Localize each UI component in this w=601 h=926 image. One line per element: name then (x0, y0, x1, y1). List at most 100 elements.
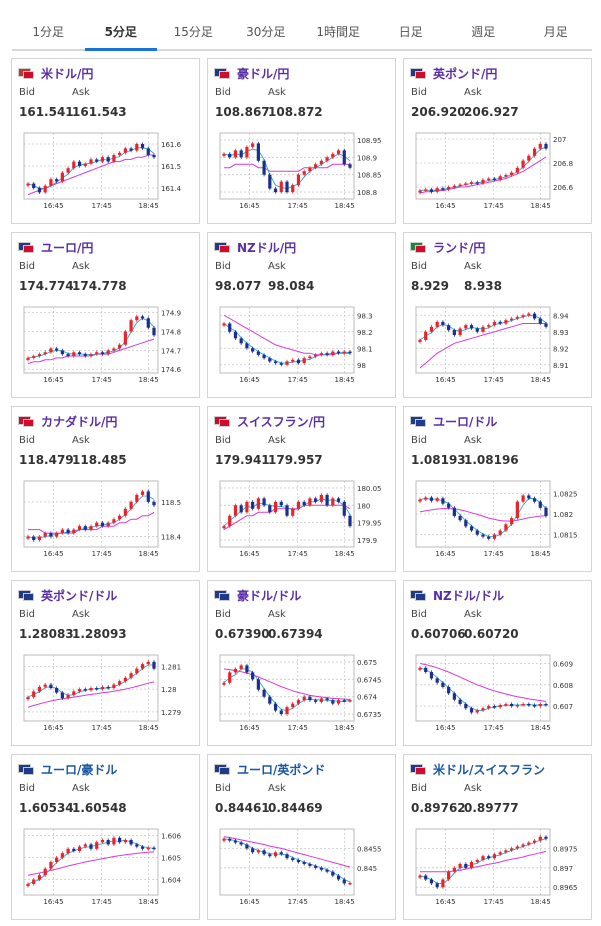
card-title[interactable]: 米ドル/円 (18, 65, 93, 81)
price-chart[interactable]: 180.05 180 179.95 179.9 16:45 17:45 18:45 (214, 477, 392, 567)
card-title[interactable]: ユーロ/英ポンド (214, 761, 325, 777)
pair-name[interactable]: カナダドル/円 (41, 414, 118, 429)
flag-quote-icon (415, 418, 426, 427)
price-chart[interactable]: 8.94 8.93 8.92 8.91 16:45 17:45 18:45 (410, 303, 588, 393)
currency-card[interactable]: ユーロ/英ポンド Bid Ask 0.84461 0.84469 0.8455 0… (207, 754, 396, 920)
currency-card[interactable]: NZドル/円 Bid Ask 98.077 98.084 98.3 98.2 98.… (207, 232, 396, 398)
candle-body (458, 863, 462, 868)
candle-body (481, 534, 485, 537)
pair-name[interactable]: 米ドル/円 (41, 66, 94, 81)
candle-body (77, 846, 82, 851)
candle-body (342, 351, 346, 354)
price-chart[interactable]: 118.5 118.4 16:45 17:45 18:45 (18, 477, 196, 567)
currency-card[interactable]: スイスフラン/円 Bid Ask 179.941 179.957 180.05 1… (207, 406, 396, 572)
price-chart[interactable]: 207 206.8 206.6 16:45 17:45 18:45 (410, 129, 588, 219)
candle-body (464, 183, 468, 185)
candle-body (319, 867, 323, 870)
tab-5[interactable]: 日足 (398, 25, 423, 39)
currency-card[interactable]: 豪ドル/円 Bid Ask 108.867 108.872 108.95 108.… (207, 58, 396, 224)
currency-card[interactable]: ユーロ/円 Bid Ask 174.774 174.778 174.9 174.8… (11, 232, 200, 398)
card-title[interactable]: ユーロ/ドル (410, 413, 497, 429)
flag-quote-icon (219, 766, 230, 775)
currency-card[interactable]: ランド/円 Bid Ask 8.929 8.938 8.94 8.93 8.92 8.… (403, 232, 592, 398)
tab-1[interactable]: 5分足 (84, 15, 158, 51)
pair-name[interactable]: スイスフラン/円 (237, 414, 326, 429)
ask-label: Ask (72, 783, 90, 794)
price-chart[interactable]: 161.6 161.5 161.4 16:45 17:45 18:45 (18, 129, 196, 219)
price-chart[interactable]: 174.9 174.8 174.7 174.6 16:45 17:45 18:45 (18, 303, 196, 393)
ask-label: Ask (268, 261, 286, 272)
price-chart[interactable]: 1.0825 1.082 1.0815 16:45 17:45 18:45 (410, 477, 588, 567)
tab-4[interactable]: 1時間足 (316, 25, 361, 39)
pair-name[interactable]: 英ポンド/ドル (41, 588, 118, 603)
tab-7[interactable]: 月足 (543, 25, 568, 39)
candle-body (268, 174, 272, 189)
pair-name[interactable]: ユーロ/円 (41, 240, 94, 255)
currency-card[interactable]: 米ドル/スイスフラン Bid Ask 0.89762 0.89777 0.897… (403, 754, 592, 920)
tab-6[interactable]: 週足 (471, 25, 496, 39)
currency-card[interactable]: 豪ドル/ドル Bid Ask 0.67390 0.67394 0.675 0.67… (207, 580, 396, 746)
price-chart[interactable]: 98.3 98.2 98.1 98 16:45 17:45 18:45 (214, 303, 392, 393)
x-tick-label: 18:45 (335, 724, 355, 732)
card-title[interactable]: スイスフラン/円 (214, 413, 325, 429)
card-title[interactable]: 豪ドル/円 (214, 65, 289, 81)
pair-name[interactable]: 豪ドル/円 (237, 66, 290, 81)
card-title[interactable]: ユーロ/豪ドル (18, 761, 117, 777)
card-title[interactable]: ユーロ/円 (18, 239, 93, 255)
price-chart[interactable]: 0.675 0.6745 0.674 0.6735 16:45 17:45 18:45 (214, 651, 392, 741)
price-chart[interactable]: 1.606 1.605 1.604 16:45 17:45 18:45 (18, 825, 196, 915)
currency-card[interactable]: NZドル/ドル Bid Ask 0.60706 0.60720 0.609 0.6… (403, 580, 592, 746)
candle-body (544, 703, 548, 706)
x-tick-label: 16:45 (43, 898, 63, 906)
price-chart[interactable]: 108.95 108.9 108.85 108.8 16:45 17:45 18:45 (214, 129, 392, 219)
candle-body (348, 164, 352, 168)
candle-body (279, 363, 283, 365)
currency-card[interactable]: 英ポンド/円 Bid Ask 206.920 206.927 207 206.8 2… (403, 58, 592, 224)
pair-name[interactable]: ランド/円 (433, 240, 486, 255)
tab-3[interactable]: 30分足 (246, 25, 286, 39)
pair-name[interactable]: ユーロ/豪ドル (41, 762, 118, 777)
candle-body (152, 847, 156, 850)
candle-body (492, 178, 497, 181)
pair-name[interactable]: ユーロ/英ポンド (237, 762, 326, 777)
card-title[interactable]: NZドル/円 (214, 239, 296, 255)
card-title[interactable]: 英ポンド/ドル (18, 587, 117, 603)
pair-name[interactable]: NZドル/円 (237, 240, 297, 255)
pair-name[interactable]: 米ドル/スイスフラン (433, 762, 546, 777)
ma-line (27, 681, 155, 708)
chart-frame (415, 306, 551, 374)
card-title[interactable]: 米ドル/スイスフラン (410, 761, 545, 777)
card-title[interactable]: ランド/円 (410, 239, 485, 255)
currency-card[interactable]: カナダドル/円 Bid Ask 118.479 118.485 118.5 118… (11, 406, 200, 572)
candle-body (515, 846, 519, 849)
price-chart[interactable]: 0.8975 0.897 0.8965 16:45 17:45 18:45 (410, 825, 588, 915)
card-title[interactable]: カナダドル/円 (18, 413, 117, 429)
flag-icon (18, 241, 35, 253)
price-chart[interactable]: 0.609 0.608 0.607 16:45 17:45 18:45 (410, 651, 588, 741)
price-chart[interactable]: 0.8455 0.845 16:45 17:45 18:45 (214, 825, 392, 915)
card-title[interactable]: 英ポンド/円 (410, 65, 497, 81)
candle-body (515, 501, 519, 519)
currency-card[interactable]: 米ドル/円 Bid Ask 161.541 161.543 161.6 161.5… (11, 58, 200, 224)
candle-body (308, 696, 312, 701)
card-title[interactable]: NZドル/ドル (410, 587, 504, 603)
candle-body (100, 840, 105, 843)
pair-name[interactable]: 英ポンド/円 (433, 66, 498, 81)
candle-body (498, 705, 502, 708)
flag-quote-icon (23, 70, 34, 79)
pair-name[interactable]: NZドル/ドル (433, 588, 505, 603)
y-tick-label: 0.845 (357, 865, 377, 873)
y-tick-label: 180 (357, 502, 370, 510)
tab-2[interactable]: 15分足 (173, 25, 213, 39)
tab-0[interactable]: 1分足 (32, 25, 65, 39)
price-chart[interactable]: 1.281 1.28 1.279 16:45 17:45 18:45 (18, 651, 196, 741)
card-title[interactable]: 豪ドル/ドル (214, 587, 301, 603)
currency-card[interactable]: ユーロ/ドル Bid Ask 1.08193 1.08196 1.0825 1.0… (403, 406, 592, 572)
currency-card[interactable]: ユーロ/豪ドル Bid Ask 1.60534 1.60548 1.606 1.6… (11, 754, 200, 920)
pair-name[interactable]: 豪ドル/ドル (237, 588, 302, 603)
x-tick-label: 16:45 (43, 550, 63, 558)
pair-name[interactable]: ユーロ/ドル (433, 414, 498, 429)
currency-card[interactable]: 英ポンド/ドル Bid Ask 1.28083 1.28093 1.281 1.2… (11, 580, 200, 746)
candle-body (481, 856, 485, 861)
candle-body (314, 700, 318, 702)
